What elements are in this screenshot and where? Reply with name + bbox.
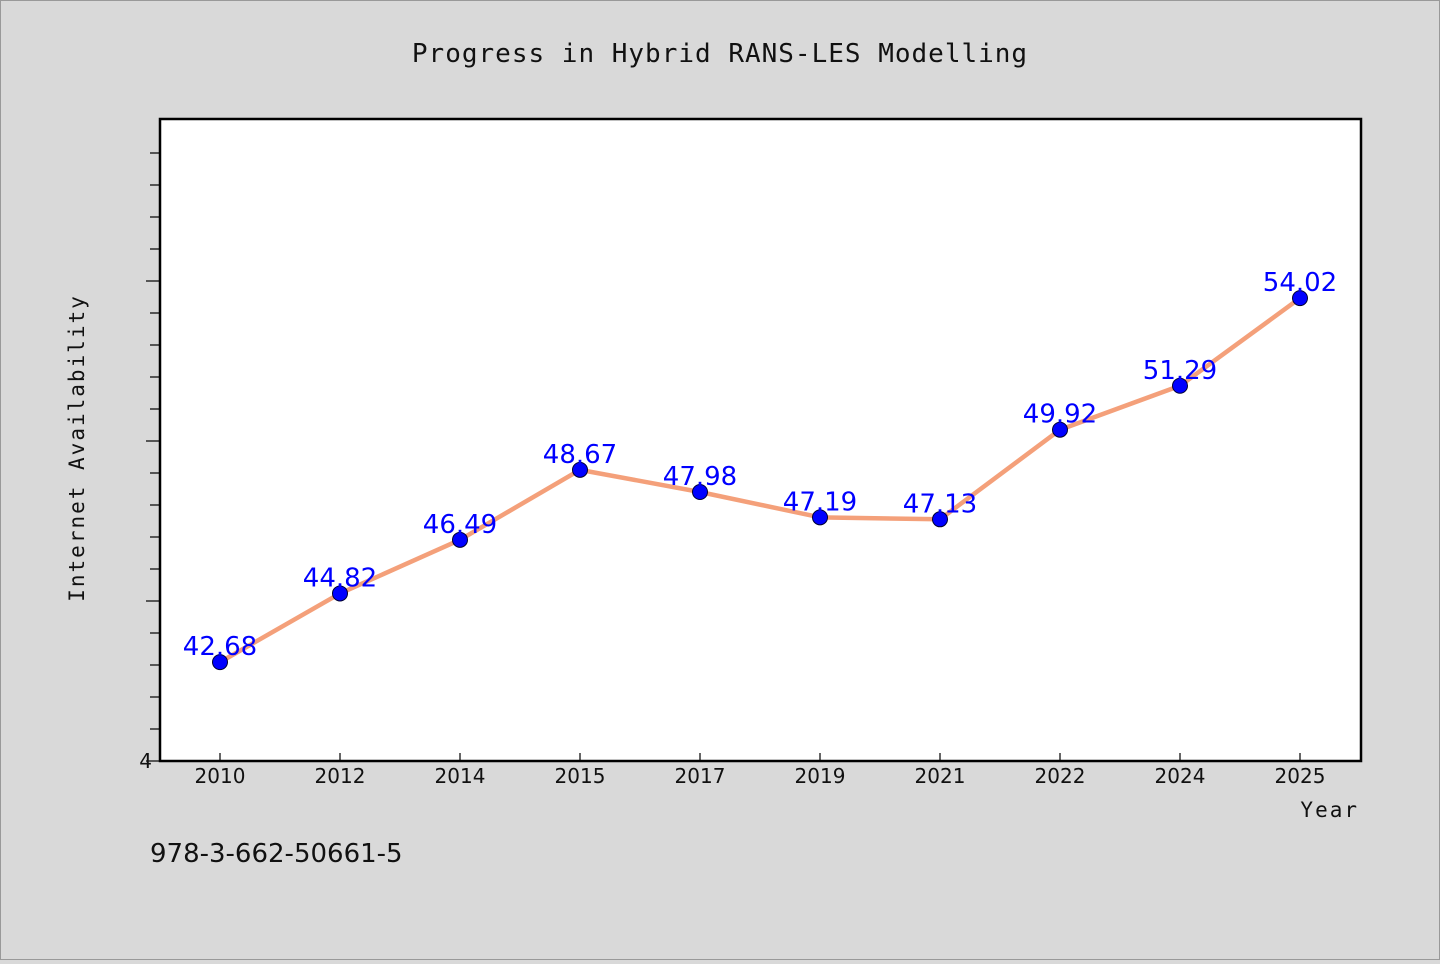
data-point-marker [932, 511, 948, 528]
data-point-marker [452, 531, 468, 548]
data-point-marker [212, 654, 228, 671]
footnote-isbn: 978-3-662-50661-5 [150, 839, 403, 869]
data-point-marker [572, 461, 588, 478]
data-label: 47.19 [783, 487, 857, 517]
y-tick-label: 4 [139, 749, 152, 773]
x-tick-label: 2022 [1035, 764, 1086, 788]
x-tick-label: 2010 [195, 764, 246, 788]
data-label: 48.67 [543, 440, 617, 470]
data-labels: 42.68 44.82 46.49 48.67 47.98 47.19 47.13 49.92… [183, 268, 1337, 662]
data-label: 51.29 [1143, 356, 1217, 386]
chart-title: Progress in Hybrid RANS-LES Modelling [412, 39, 1028, 69]
data-markers [212, 290, 1308, 671]
plot-area [158, 117, 1363, 763]
data-label: 47.98 [663, 462, 737, 492]
data-label: 54.02 [1263, 268, 1337, 298]
x-axis-label: Year [1300, 798, 1359, 822]
data-label: 44.82 [303, 563, 377, 593]
x-tick-label: 2025 [1275, 764, 1326, 788]
y-axis-label: Internet Availability [65, 294, 89, 602]
x-tick-label: 2014 [435, 764, 486, 788]
data-point-marker [332, 585, 348, 602]
x-tick-label: 2024 [1155, 764, 1206, 788]
data-label: 46.49 [423, 510, 497, 540]
x-axis: 2010 2012 2014 2015 2017 2019 2021 2022 2024 2025 [195, 753, 1326, 788]
data-label: 47.13 [903, 489, 977, 519]
x-tick-label: 2021 [915, 764, 966, 788]
x-tick-label: 2019 [795, 764, 846, 788]
y-axis-ticks [146, 152, 160, 762]
series-line [217, 295, 1303, 665]
x-tick-label: 2012 [315, 764, 366, 788]
data-label: 49.92 [1023, 400, 1097, 430]
data-point-marker [1052, 421, 1068, 438]
x-tick-label: 2015 [555, 764, 606, 788]
data-point-marker [812, 509, 828, 526]
x-tick-label: 2017 [675, 764, 726, 788]
data-point-marker [692, 484, 708, 501]
data-point-marker [1172, 377, 1188, 394]
data-point-marker [1292, 290, 1308, 307]
data-label: 42.68 [183, 632, 257, 662]
